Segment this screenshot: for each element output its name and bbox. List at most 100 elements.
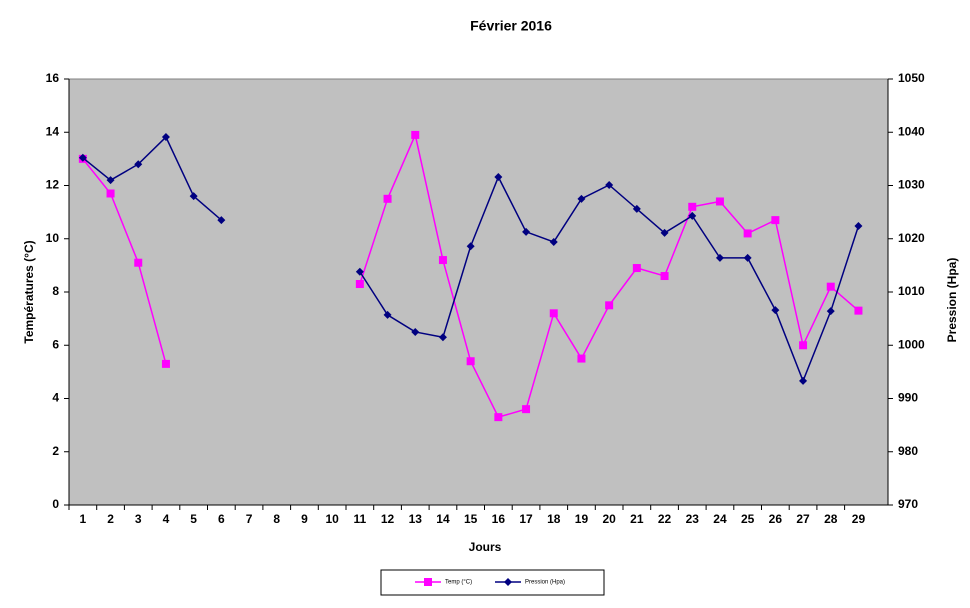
y2-axis-title: Pression (Hpa) <box>945 258 959 343</box>
y2-tick-label: 1020 <box>898 231 925 245</box>
y-tick-label: 12 <box>46 178 60 192</box>
y-tick-label: 0 <box>52 497 59 511</box>
legend-marker <box>504 578 512 586</box>
data-point <box>577 354 586 363</box>
x-tick-label: 24 <box>713 512 727 526</box>
x-tick-label: 6 <box>218 512 225 526</box>
legend-box <box>380 569 605 596</box>
x-tick-label: 18 <box>547 512 561 526</box>
y-tick-label: 8 <box>52 284 59 298</box>
x-tick-label: 12 <box>381 512 395 526</box>
data-point <box>161 359 170 368</box>
data-point <box>494 413 503 422</box>
x-tick-label: 3 <box>135 512 142 526</box>
x-tick-label: 21 <box>630 512 644 526</box>
x-tick-label: 14 <box>436 512 450 526</box>
chart-title: Février 2016 <box>470 18 552 34</box>
data-point <box>660 272 669 281</box>
x-tick-label: 22 <box>658 512 672 526</box>
legend-label: Pression (Hpa) <box>525 580 565 586</box>
x-tick-label: 26 <box>769 512 783 526</box>
data-point <box>660 228 669 237</box>
data-point <box>217 216 226 225</box>
plot-area <box>68 78 889 506</box>
data-point <box>189 192 198 201</box>
data-point <box>854 306 863 315</box>
y-tick-label: 10 <box>46 231 60 245</box>
y2-tick-label: 1030 <box>898 178 925 192</box>
x-tick-label: 8 <box>273 512 280 526</box>
data-point <box>715 197 724 206</box>
data-point <box>743 253 752 262</box>
data-point <box>438 333 447 342</box>
x-tick-label: 20 <box>602 512 616 526</box>
data-point <box>522 227 531 236</box>
data-point <box>134 258 143 267</box>
data-point <box>355 280 364 289</box>
y-tick-label: 2 <box>52 444 59 458</box>
data-point <box>522 405 531 414</box>
data-point <box>549 309 558 318</box>
x-tick-label: 1 <box>80 512 87 526</box>
data-point <box>383 310 392 319</box>
x-tick-label: 10 <box>325 512 339 526</box>
data-point <box>411 130 420 139</box>
data-point <box>161 133 170 142</box>
data-point <box>577 194 586 203</box>
x-tick-label: 25 <box>741 512 755 526</box>
data-point <box>688 202 697 211</box>
data-point <box>383 194 392 203</box>
legend-marker <box>424 578 432 586</box>
x-tick-label: 9 <box>301 512 308 526</box>
data-point <box>799 376 808 385</box>
legend-label: Temp (°C) <box>445 580 472 586</box>
x-tick-label: 17 <box>519 512 533 526</box>
y2-tick-label: 1040 <box>898 124 925 138</box>
x-tick-label: 29 <box>852 512 866 526</box>
data-point <box>78 153 87 162</box>
data-point <box>494 172 503 181</box>
y-tick-label: 16 <box>46 71 60 85</box>
y-tick-label: 14 <box>46 124 60 138</box>
x-tick-label: 4 <box>163 512 170 526</box>
x-tick-label: 2 <box>107 512 114 526</box>
x-tick-label: 15 <box>464 512 478 526</box>
data-point <box>799 341 808 350</box>
data-point <box>605 301 614 310</box>
data-point <box>632 264 641 273</box>
data-point <box>438 256 447 265</box>
y2-tick-label: 1010 <box>898 284 925 298</box>
data-point <box>411 327 420 336</box>
y2-tick-label: 990 <box>898 391 918 405</box>
x-tick-label: 23 <box>686 512 700 526</box>
data-point <box>743 229 752 238</box>
data-point <box>466 357 475 366</box>
x-tick-label: 7 <box>246 512 253 526</box>
data-point <box>771 216 780 225</box>
y2-tick-label: 1000 <box>898 337 925 351</box>
data-point <box>134 160 143 169</box>
y2-tick-label: 1050 <box>898 71 925 85</box>
y-tick-label: 4 <box>52 391 59 405</box>
y2-tick-label: 970 <box>898 497 918 511</box>
x-tick-label: 5 <box>190 512 197 526</box>
x-axis-title: Jours <box>469 540 502 554</box>
x-tick-label: 19 <box>575 512 589 526</box>
x-tick-label: 28 <box>824 512 838 526</box>
data-point <box>466 242 475 251</box>
data-point <box>826 307 835 316</box>
data-point <box>826 282 835 291</box>
y-tick-label: 6 <box>52 337 59 351</box>
data-point <box>632 204 641 213</box>
data-point <box>854 221 863 230</box>
x-tick-label: 16 <box>492 512 506 526</box>
y2-tick-label: 980 <box>898 444 918 458</box>
x-tick-label: 27 <box>796 512 810 526</box>
data-point <box>605 180 614 189</box>
data-point <box>106 176 115 185</box>
y-axis-title: Températures (°C) <box>22 240 36 343</box>
data-point <box>355 267 364 276</box>
data-point <box>715 253 724 262</box>
